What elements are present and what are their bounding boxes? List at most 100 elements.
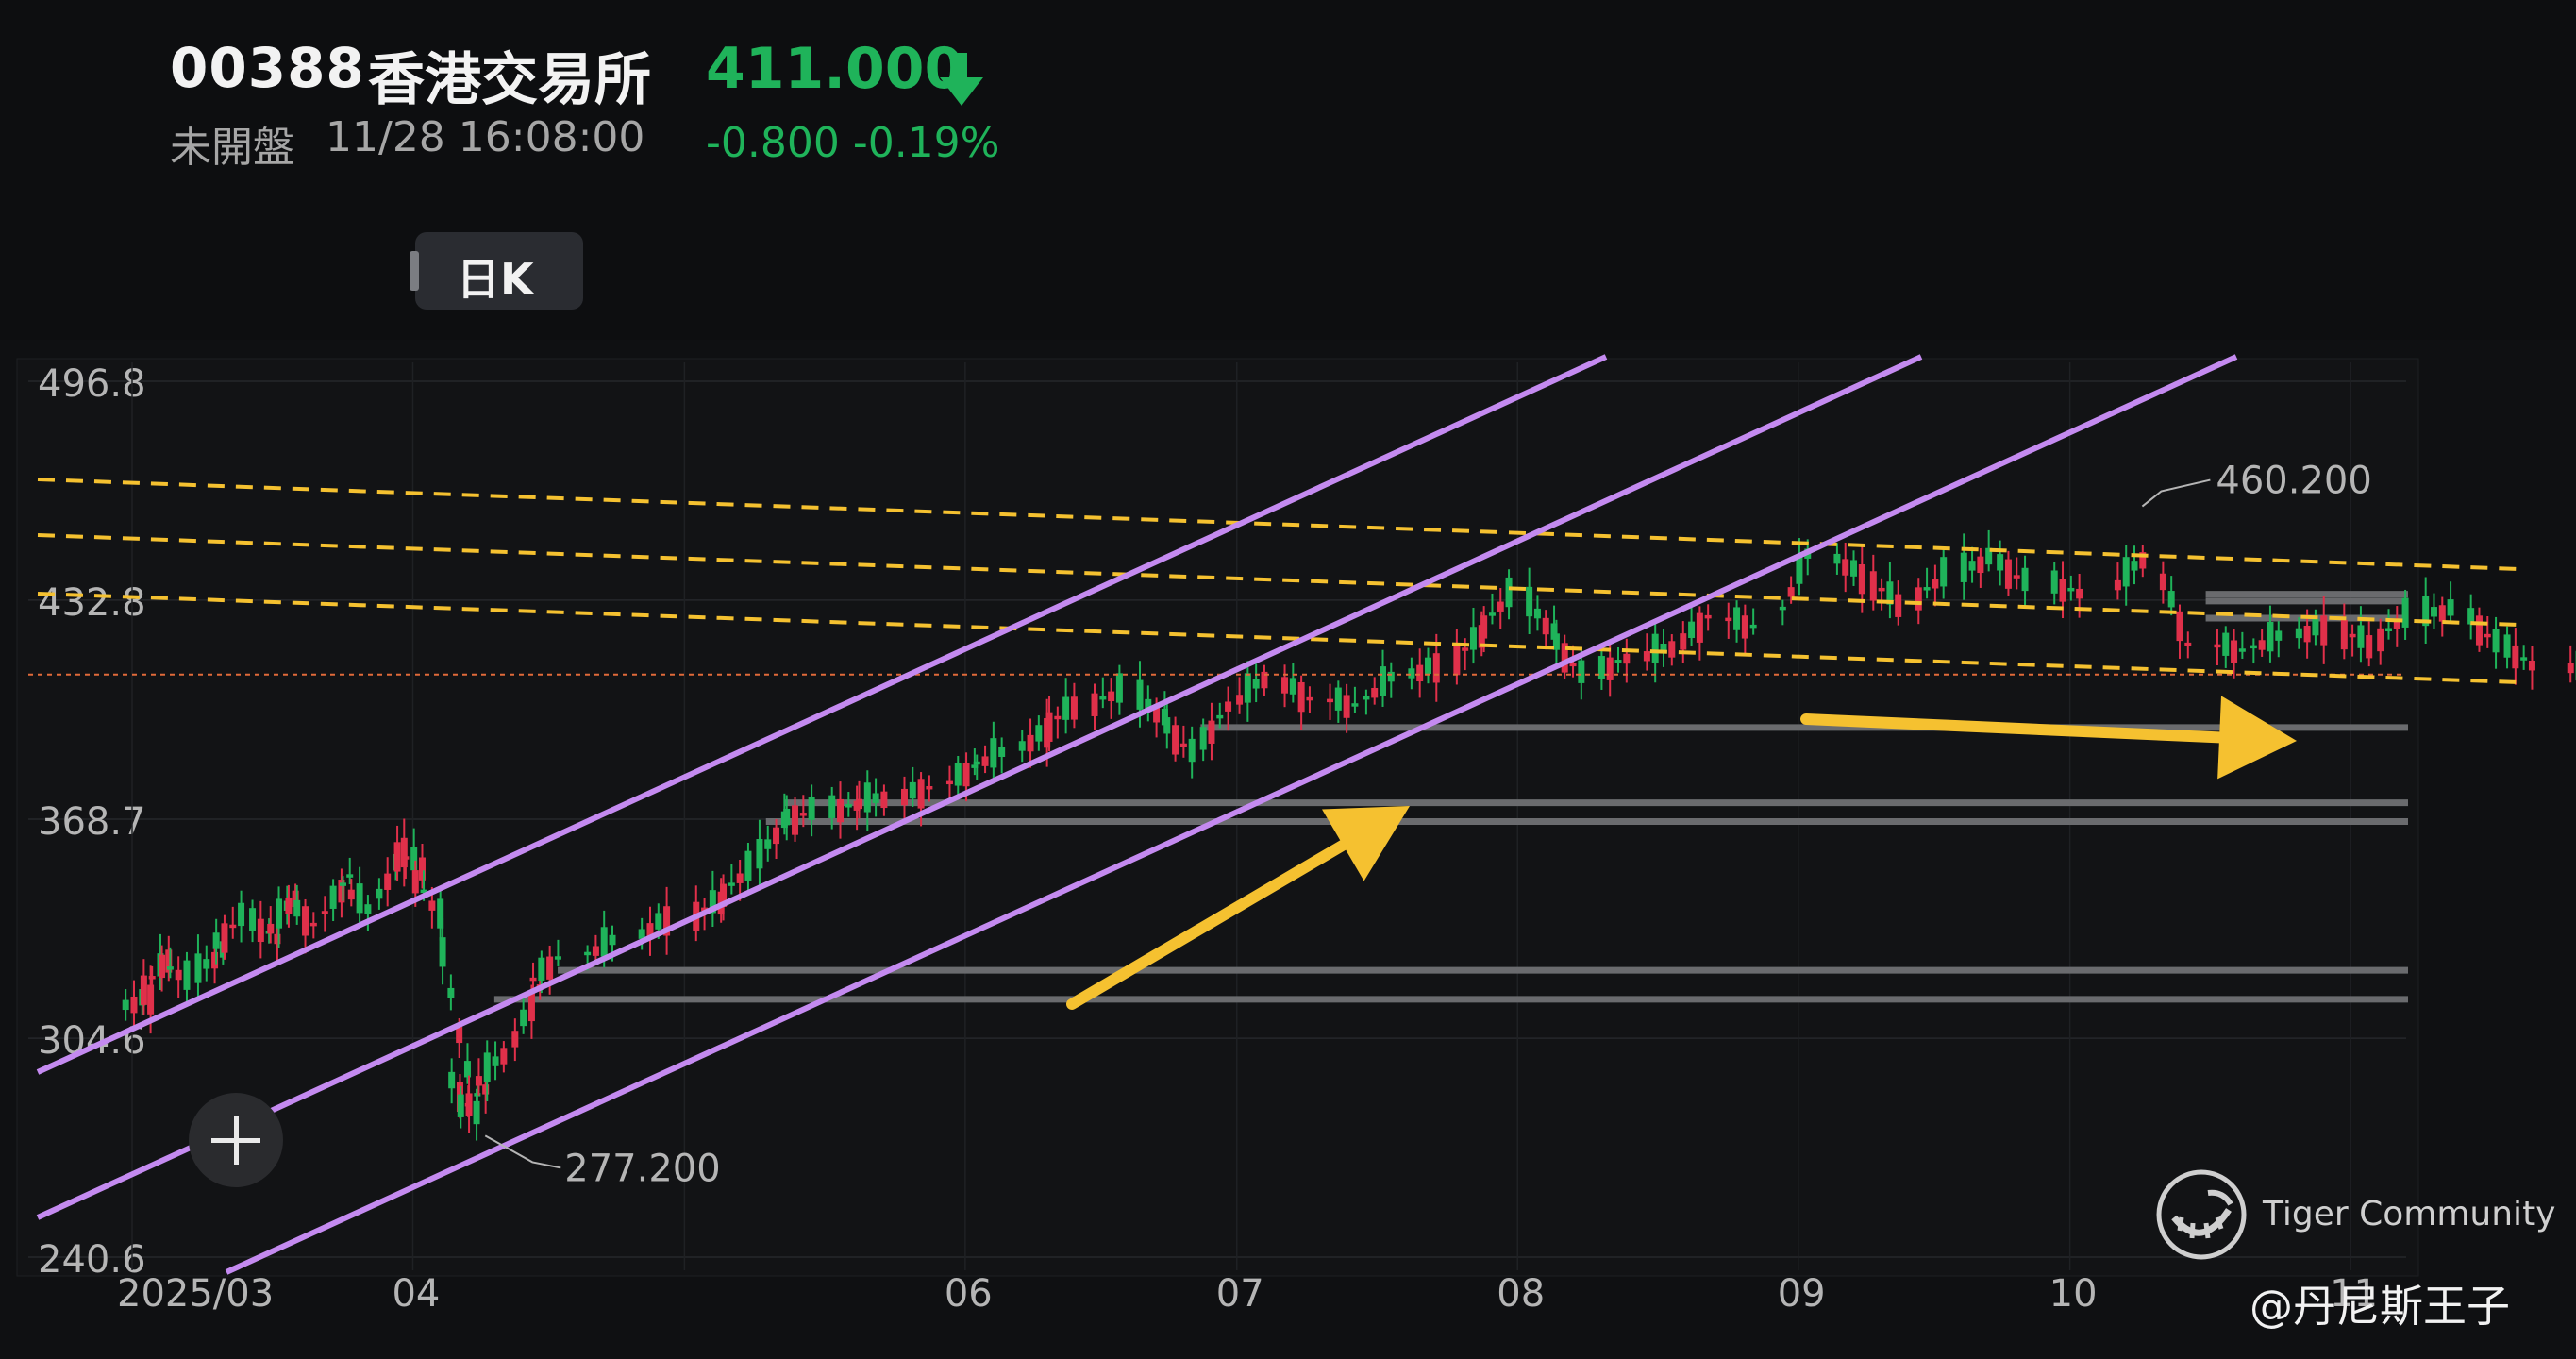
candle-body [600,927,608,957]
candle-body [529,977,537,982]
candle-body [2401,597,2409,628]
candle-body [492,1056,499,1066]
candle-body [663,906,671,936]
candle-body [1552,633,1560,650]
candle-body [709,890,716,914]
candle-body [1153,706,1161,723]
candle-body [1070,696,1078,720]
candle-body [1842,559,1849,576]
candle-body [1281,677,1289,694]
candle-body [799,813,807,816]
candle-body [1480,615,1488,639]
candle-body [2004,559,2012,589]
candle-body [410,847,418,871]
chip-handle [410,251,419,291]
candle-body [1680,633,1687,650]
candle-body [2320,615,2328,646]
candle-body [2013,575,2020,579]
candle-body [321,911,328,914]
candle-body [340,882,347,886]
candle-body [1787,587,1795,597]
candle-body [1533,608,1541,619]
candle-body [465,1093,473,1116]
candle-body [900,788,908,806]
candle-body [2393,619,2400,629]
candle-body [1062,696,1070,720]
candle-body [1306,696,1313,701]
candle-body [701,907,709,912]
candle-body [500,1048,508,1065]
candle-body [309,922,317,927]
candle-body [2303,625,2311,643]
y-tick-label: 368.7 [38,800,146,844]
period-chip-daily[interactable]: 日K [410,232,583,310]
candle-body [302,906,309,936]
candle-body [364,904,372,914]
candle-body [2567,663,2574,674]
candle-body [917,779,925,809]
candle-body [1424,657,1431,675]
stock-name: 香港交易所 [368,47,651,113]
sideways-arrow-shaft [1800,713,2226,744]
candle-body [2059,579,2066,602]
candle-body [147,984,155,1015]
candle-body [2021,567,2029,592]
candle-body [1252,679,1260,689]
candle-body [2438,605,2446,622]
candle-body [1161,709,1168,726]
candle-body [584,951,592,956]
candle-body [792,805,799,835]
candle-body [1172,725,1179,755]
x-tick-label: 10 [2049,1272,2098,1316]
candle-body [1035,725,1043,742]
candle-body [2512,645,2519,669]
candle-body [554,956,561,960]
candle-body [1651,633,1659,663]
candle-body [249,908,257,931]
candle-body [292,890,299,908]
candle-body [1704,614,1712,619]
x-tick-label: 08 [1497,1272,1545,1316]
candle-body [2122,557,2130,587]
candle-body [1886,581,1894,605]
candle-body [1741,615,1748,639]
candle-body [1244,673,1251,703]
candle-body [828,795,836,818]
candle-body [638,929,645,939]
candle-body [384,873,392,890]
market-status: 未開盤 [170,124,294,172]
candle-body [845,804,852,808]
candle-body [2214,644,2221,648]
candle-body [482,1084,490,1095]
candle-body [1054,715,1062,720]
candle-body [2447,599,2454,616]
sideways-arrow-head [2217,696,2297,780]
candle-body [2484,633,2491,638]
candle-body [2349,633,2356,638]
candle-body [609,934,616,946]
quote-header: 00388 香港交易所 未開盤 11/28 16:08:00 411.000 -… [0,0,2576,340]
y-tick-label: 240.6 [38,1238,146,1282]
candle-body [140,975,147,1005]
candle-body [148,976,156,980]
candle-body [212,932,220,949]
candle-body [175,969,182,981]
candle-body [2139,552,2147,569]
candle-body [393,842,401,872]
add-drawing-button[interactable] [189,1093,283,1187]
candle-body [420,889,427,894]
candle-body [166,966,174,970]
candle-body [1668,641,1676,658]
candle-body [483,1052,491,1082]
candle-body [1561,643,1568,673]
candle-body [347,889,355,900]
candle-body [1225,701,1232,712]
candle-body [2340,619,2348,650]
candle-body [159,954,166,979]
candle-body [1363,696,1370,700]
candle-body [1236,695,1244,705]
candle-body [1453,646,1461,676]
candle-body [2184,642,2192,646]
candle-body [1099,696,1107,700]
